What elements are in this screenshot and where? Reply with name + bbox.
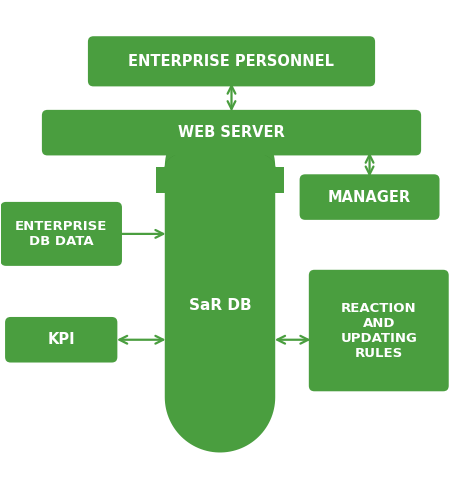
FancyBboxPatch shape — [0, 202, 122, 266]
Text: SaR DB: SaR DB — [189, 298, 251, 312]
Text: KPI: KPI — [47, 332, 75, 347]
FancyBboxPatch shape — [300, 174, 439, 220]
Text: REACTION
AND
UPDATING
RULES: REACTION AND UPDATING RULES — [340, 302, 417, 360]
FancyBboxPatch shape — [88, 36, 375, 86]
FancyBboxPatch shape — [309, 270, 449, 392]
Ellipse shape — [165, 146, 275, 188]
Text: MANAGER: MANAGER — [328, 190, 411, 204]
Text: WEB SERVER: WEB SERVER — [178, 125, 285, 140]
Polygon shape — [156, 167, 284, 192]
Text: ENTERPRISE
DB DATA: ENTERPRISE DB DATA — [15, 220, 107, 248]
Polygon shape — [165, 112, 275, 452]
FancyBboxPatch shape — [42, 110, 421, 156]
Text: ENTERPRISE PERSONNEL: ENTERPRISE PERSONNEL — [129, 54, 334, 69]
FancyBboxPatch shape — [5, 317, 117, 362]
Ellipse shape — [165, 146, 275, 188]
